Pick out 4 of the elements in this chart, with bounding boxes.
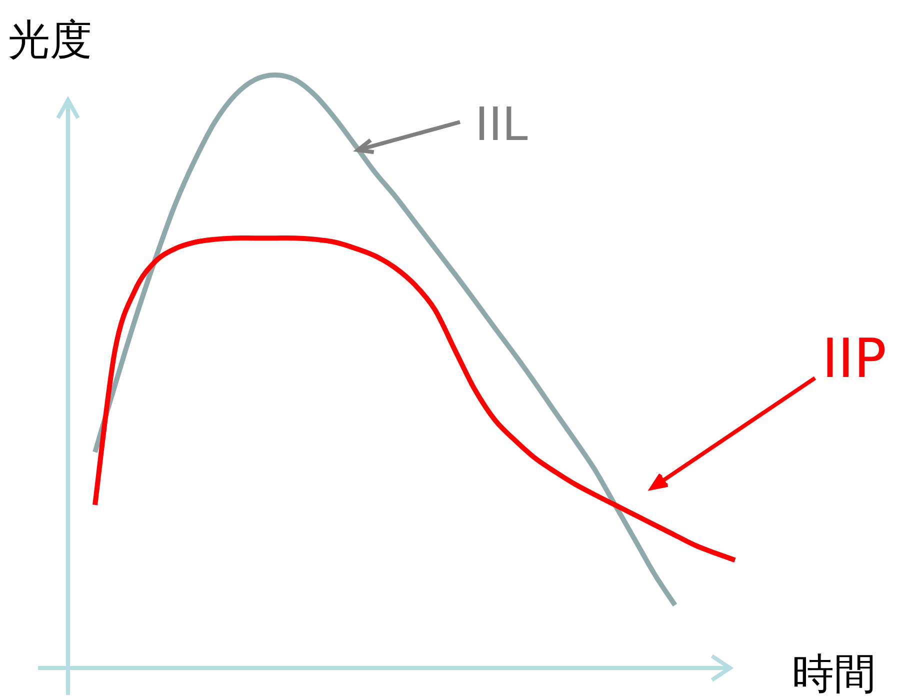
series-label: IIL (475, 97, 528, 151)
x-axis-title: 時間 (792, 649, 876, 697)
text: IIP (822, 327, 886, 390)
y-axis-title: 光度 (8, 15, 92, 64)
